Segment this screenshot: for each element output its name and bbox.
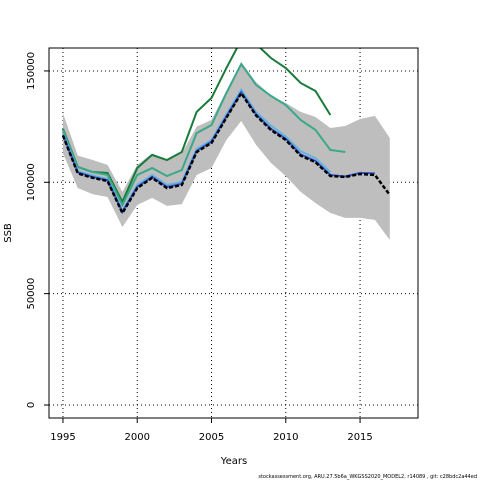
x-tick-label: 2015 [347,432,372,443]
x-tick-label: 2000 [125,432,150,443]
y-tick-label: 100000 [26,163,37,201]
plot-area [49,48,418,418]
y-tick-label: 0 [26,402,37,408]
y-tick-label: 50000 [26,278,37,310]
series-line [62,62,346,208]
confidence-band [62,62,390,240]
series-line [61,90,391,216]
x-tick-label: 2005 [199,432,224,443]
x-axis-label: Years [220,456,247,467]
y-tick-label: 150000 [26,52,37,90]
plot-frame [48,47,419,419]
x-tick-label: 1995 [50,432,75,443]
series-line [62,48,332,205]
y-axis-label: SSB [3,223,14,243]
series-line [62,88,332,213]
x-tick-label: 2010 [273,432,298,443]
footnote: stockassessment.org, ARU.27.5b6a_WKGSS20… [258,474,477,480]
